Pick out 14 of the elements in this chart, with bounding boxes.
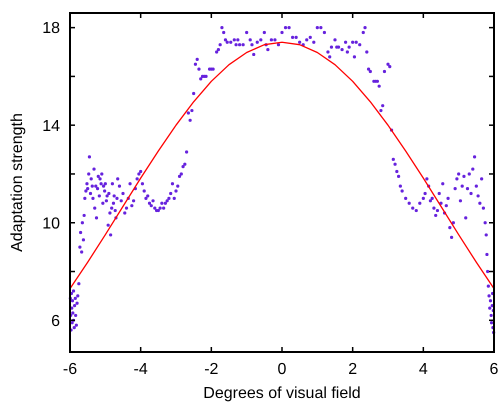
y-tick-label: 10: [42, 215, 60, 232]
x-tick-label: 2: [348, 361, 358, 378]
x-tick-label: 4: [418, 361, 428, 378]
y-axis-title: Adaptation strength: [9, 113, 26, 252]
x-axis-title: Degrees of visual field: [203, 385, 361, 402]
y-tick-label: 14: [42, 118, 60, 135]
x-tick-label: 6: [490, 361, 499, 378]
x-tick-label: -4: [134, 361, 148, 378]
y-tick-label: 18: [42, 20, 60, 38]
y-tick-label: 6: [51, 312, 60, 330]
x-tick-label: -6: [62, 361, 78, 378]
x-tick-label: -2: [204, 361, 219, 378]
x-tick-label: 0: [278, 361, 287, 378]
line-series: [69, 42, 495, 290]
